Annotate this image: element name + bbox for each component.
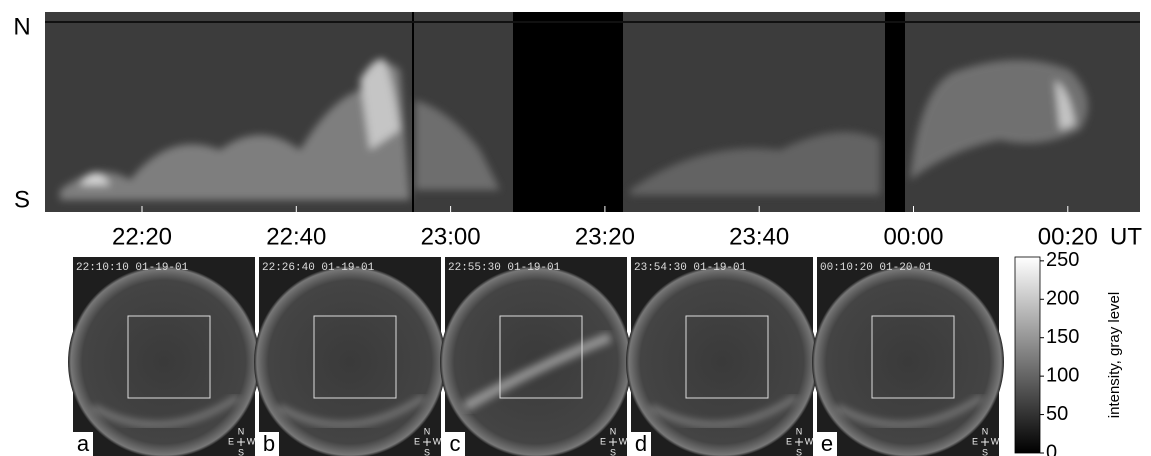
all-sky-panel: 22:10:10 01-19-01 a N SE W xyxy=(68,257,260,456)
compass-w: W xyxy=(991,436,1000,446)
time-tick-label: 22:40 xyxy=(266,223,326,250)
colorbar: intensity, gray level 0 50 100 150 200 250 xyxy=(1015,249,1123,456)
data-gap xyxy=(513,12,623,212)
colorbar-tick-label: 100 xyxy=(1046,364,1079,386)
timestamp: 22:55:30 01-19-01 xyxy=(448,262,561,274)
compass-n: N xyxy=(796,426,803,436)
north-label: N xyxy=(13,13,30,40)
time-tick-label: 23:00 xyxy=(421,223,481,250)
sky-disc xyxy=(440,266,632,456)
compass-s: S xyxy=(982,447,988,456)
sky-disc xyxy=(68,266,260,456)
compass-w: W xyxy=(619,436,628,446)
time-axis: 22:20 22:40 23:00 23:20 23:40 00:00 00:20 xyxy=(112,206,1098,250)
timestamp: 23:54:30 01-19-01 xyxy=(634,262,747,274)
sky-disc xyxy=(812,266,1004,456)
colorbar-tick-label: 50 xyxy=(1046,403,1068,425)
compass-n: N xyxy=(610,426,617,436)
colorbar-label: intensity, gray level xyxy=(1106,292,1123,418)
all-sky-panel: 22:26:40 01-19-01 b N SE W xyxy=(254,257,446,456)
compass-w: W xyxy=(247,436,256,446)
time-tick-label: 00:00 xyxy=(883,223,943,250)
compass-n: N xyxy=(238,426,245,436)
compass-e: E xyxy=(786,436,792,446)
sky-disc xyxy=(626,266,818,456)
compass-s: S xyxy=(796,447,802,456)
sky-disc xyxy=(254,266,446,456)
time-tick-label: 22:20 xyxy=(112,223,172,250)
compass-w: W xyxy=(433,436,442,446)
colorbar-tick-label: 150 xyxy=(1046,326,1079,348)
colorbar-ticks: 0 50 100 150 200 250 xyxy=(1040,249,1079,456)
compass-e: E xyxy=(414,436,420,446)
time-unit: UT xyxy=(1110,223,1142,250)
compass-n: N xyxy=(424,426,431,436)
time-tick-label: 23:40 xyxy=(729,223,789,250)
timestamp: 22:26:40 01-19-01 xyxy=(262,262,375,274)
all-sky-panel: 22:55:30 01-19-01 c N SE W xyxy=(440,257,632,456)
time-tick-label: 23:20 xyxy=(575,223,635,250)
panel-letter: e xyxy=(821,431,833,456)
colorbar-tick-label: 200 xyxy=(1046,288,1079,310)
panel-letter: a xyxy=(77,431,90,456)
colorbar-gradient xyxy=(1015,257,1040,453)
panel-letter: d xyxy=(635,431,647,456)
compass-s: S xyxy=(238,447,244,456)
panel-letter: b xyxy=(263,431,275,456)
compass-e: E xyxy=(600,436,606,446)
all-sky-panel: 23:54:30 01-19-01 d N SE W xyxy=(626,257,818,456)
keogram: N S UT 22:20 22:40 23:00 23:20 23:40 00:00 00:… xyxy=(13,12,1142,250)
compass-n: N xyxy=(982,426,989,436)
compass-s: S xyxy=(610,447,616,456)
figure: N S UT 22:20 22:40 23:00 23:20 23:40 00:00 00:… xyxy=(0,0,1151,456)
compass-s: S xyxy=(424,447,430,456)
data-gap xyxy=(885,12,905,212)
timestamp: 22:10:10 01-19-01 xyxy=(76,262,189,274)
time-tick-label: 00:20 xyxy=(1038,223,1098,250)
timestamp: 00:10:20 01-20-01 xyxy=(820,262,933,274)
panel-letter: c xyxy=(450,431,461,456)
colorbar-tick-label: 250 xyxy=(1046,249,1079,271)
colorbar-tick-label: 0 xyxy=(1046,441,1057,456)
compass-e: E xyxy=(228,436,234,446)
compass-e: E xyxy=(972,436,978,446)
all-sky-panel: 00:10:20 01-20-01 e N SE W xyxy=(812,257,1004,456)
south-label: S xyxy=(14,186,30,213)
compass-w: W xyxy=(805,436,814,446)
